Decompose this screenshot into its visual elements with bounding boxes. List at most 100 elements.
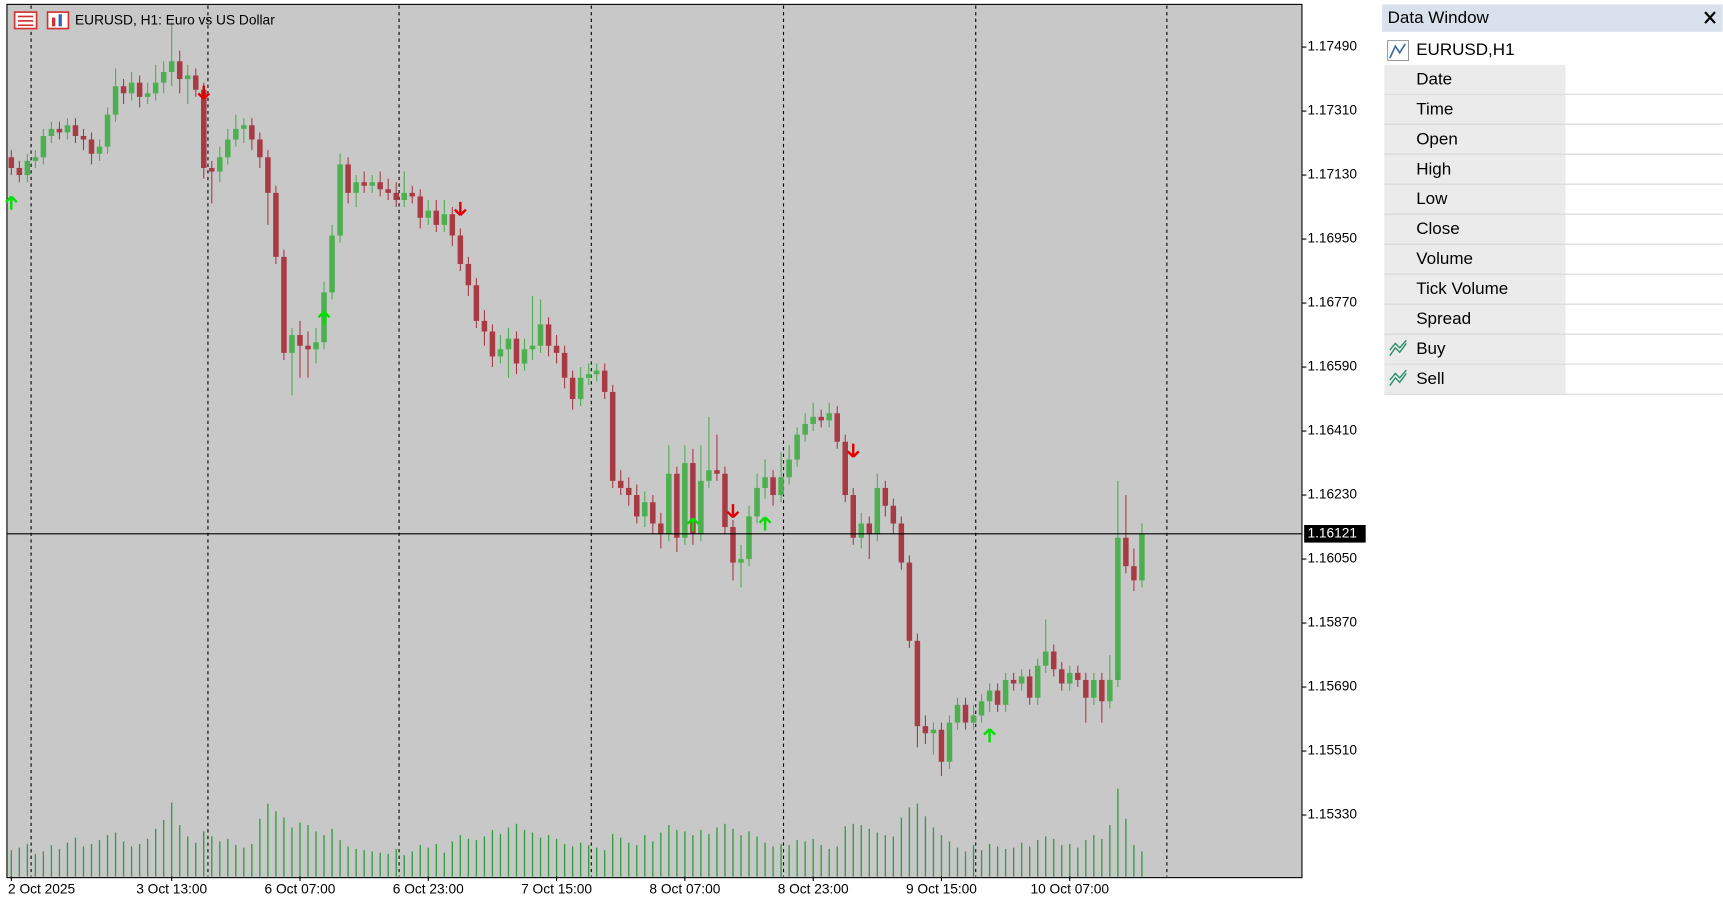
candle-body (104, 114, 111, 147)
data-row-label-cell (1384, 364, 1566, 394)
volume-bar (892, 836, 895, 877)
volume-bar (908, 807, 911, 877)
candle-body (858, 523, 865, 538)
candle-body (1091, 679, 1097, 698)
volume-bar (499, 833, 502, 877)
data-row-label: Date (1416, 69, 1452, 88)
volume-bar (860, 825, 862, 877)
candle-body (345, 164, 351, 193)
data-window-symbol: EURUSD,H1 (1416, 40, 1514, 59)
volume-bar (732, 828, 734, 877)
x-tick-label: 6 Oct 23:00 (393, 881, 464, 896)
x-tick-label: 10 Oct 07:00 (1030, 881, 1109, 896)
x-tick-label: 7 Oct 15:00 (521, 881, 592, 896)
volume-bar (587, 845, 590, 877)
candle-body (882, 487, 889, 506)
icon-chart (46, 11, 70, 30)
volume-bar (130, 846, 133, 877)
data-row-value-cell (1566, 94, 1723, 124)
candle-body (281, 256, 287, 353)
indicator-icon (1389, 339, 1407, 356)
volume-bar (1004, 848, 1007, 877)
candle-body (1002, 679, 1009, 705)
volume-bar (876, 832, 878, 877)
candle-body (184, 75, 191, 80)
volume-bar (612, 833, 614, 877)
data-row-label: Volume (1416, 249, 1473, 268)
volume-bar (195, 842, 197, 877)
candle-body (826, 413, 832, 421)
volume-bar (387, 853, 389, 877)
candle-body (96, 146, 103, 154)
data-window-title: Data Window (1388, 8, 1490, 27)
volume-bar (956, 847, 959, 877)
candle-body (874, 487, 881, 535)
data-row-label: Spread (1416, 309, 1471, 328)
buy-arrow (758, 516, 772, 531)
volume-bar (604, 850, 606, 877)
volume-bar (146, 838, 149, 877)
candle-body (890, 505, 897, 524)
volume-bar (571, 846, 574, 877)
candle-body (24, 160, 31, 176)
volume-bar (138, 843, 141, 877)
close-icon[interactable] (1704, 11, 1716, 24)
y-tick-label: 1.15330 (1307, 807, 1357, 822)
volume-bar (227, 838, 229, 877)
volume-bar (579, 842, 582, 877)
candle-body (786, 459, 792, 478)
data-row-label-cell (1384, 184, 1566, 214)
close-button[interactable] (1704, 11, 1716, 24)
volume-bar (34, 853, 37, 877)
y-tick-label: 1.16590 (1307, 359, 1357, 374)
volume-bar (507, 827, 510, 877)
data-row-label-cell (1384, 94, 1566, 124)
candle-body (241, 125, 247, 129)
candle-body (970, 715, 977, 723)
y-tick-label: 1.16230 (1307, 487, 1357, 502)
candle-body (569, 377, 576, 400)
candle-body (217, 157, 223, 172)
volume-bar (419, 845, 421, 877)
candle-body (529, 345, 536, 350)
volume-bar (235, 845, 237, 877)
candle-body (265, 157, 271, 193)
candle-body (160, 71, 167, 83)
volume-bar (427, 847, 429, 877)
volume-bar (211, 836, 213, 877)
candle-body (144, 93, 151, 97)
data-row-value-cell (1566, 124, 1723, 154)
candle-body (818, 416, 824, 421)
candle-body (730, 527, 736, 563)
volume-bar (644, 835, 646, 877)
volume-bar (90, 843, 93, 877)
candle-body (922, 726, 929, 734)
candle-body (8, 157, 15, 168)
candle-body (32, 157, 39, 161)
volume-bar (1093, 835, 1095, 877)
volume-bar (636, 845, 638, 877)
volume-bar (275, 811, 277, 877)
volume-bar (443, 852, 445, 877)
candle-body (906, 562, 913, 641)
volume-bar (1141, 851, 1143, 877)
candle-body (1115, 537, 1121, 680)
candle-body (305, 345, 311, 350)
data-row-label: Close (1416, 219, 1460, 238)
candle-body (722, 473, 728, 528)
volume-bar (259, 818, 261, 877)
candle-body (914, 640, 921, 727)
volume-bar (539, 837, 542, 877)
candle-body (682, 463, 688, 538)
y-tick-label: 1.16050 (1307, 551, 1357, 566)
candle-body (1058, 669, 1065, 684)
data-window: Data Window EURUSD,H1 Date Time Open High Lo… (1382, 4, 1723, 904)
candle-body (978, 701, 985, 716)
candle-body (690, 463, 696, 535)
volume-bar (106, 835, 109, 877)
buy-arrow (686, 517, 700, 532)
candle-body (1123, 537, 1129, 567)
volume-bar (884, 835, 886, 877)
volume-bar (628, 842, 630, 877)
